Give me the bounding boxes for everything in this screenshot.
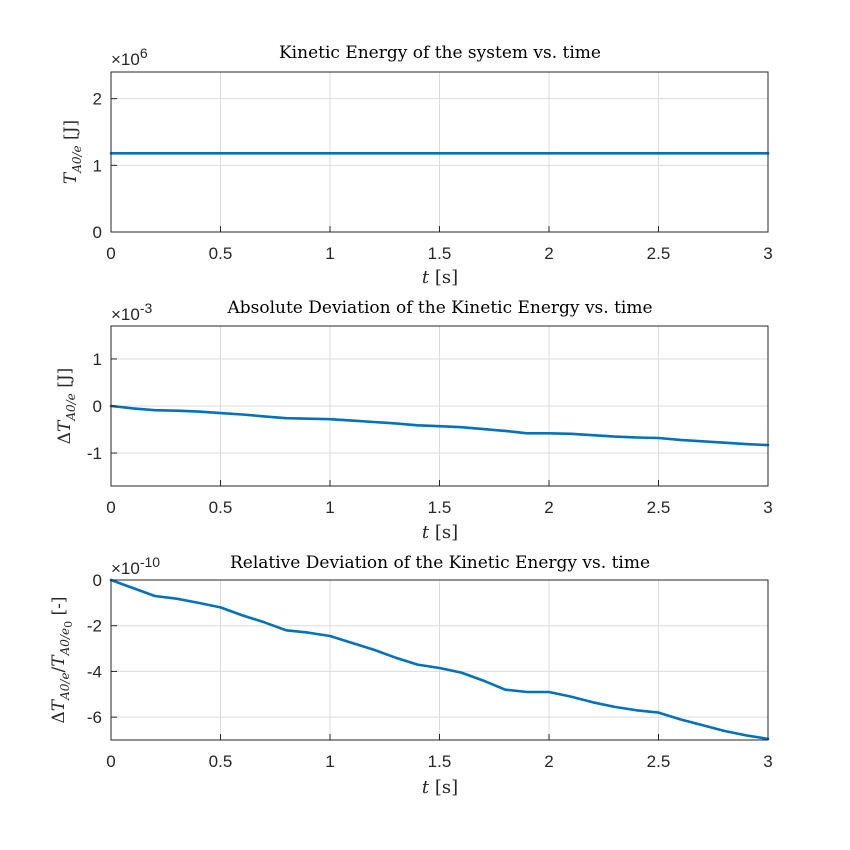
x-tick-label: 0 [106, 752, 115, 771]
x-tick-label: 1.5 [428, 244, 452, 263]
y-tick-labels: 0 -2 -4 -6 [87, 571, 117, 727]
panel-relative-deviation: 0 -2 -4 -6 0 0.5 1 1.5 2 2.5 3 Relative Deviation… [49, 553, 773, 798]
chart-title: Absolute Deviation of the Kinetic Energy… [226, 298, 652, 318]
x-axis-label: t [s] [422, 522, 458, 543]
x-tick-labels: 0 0.5 1 1.5 2 2.5 3 [106, 226, 773, 263]
series-line [109, 404, 770, 447]
y-tick-labels: 0 1 2 [93, 90, 117, 242]
exponent-label: ×106 [111, 45, 148, 69]
exponent-base: ×10 [111, 559, 140, 578]
x-tick-label: 3 [763, 752, 772, 771]
x-tick-label: 0 [106, 498, 115, 517]
x-tick-label: 0.5 [209, 752, 233, 771]
y-tick-label: -4 [87, 662, 102, 681]
x-tick-label: 2 [544, 498, 553, 517]
x-axis-label: t [s] [422, 777, 458, 798]
chart-title: Relative Deviation of the Kinetic Energy… [230, 553, 650, 573]
x-tick-label: 1 [325, 498, 334, 517]
x-tick-label: 2.5 [647, 498, 671, 517]
panel-kinetic-energy: 0 1 2 0 0.5 1 1.5 2 2.5 3 Kinetic Energy of the … [61, 43, 773, 288]
chart-title: Kinetic Energy of the system vs. time [279, 43, 601, 63]
x-tick-labels: 0 0.5 1 1.5 2 2.5 3 [106, 480, 773, 517]
y-tick-label: -6 [87, 708, 102, 727]
exponent-base: ×10 [111, 50, 140, 69]
y-tick-label: -1 [87, 444, 102, 463]
x-tick-label: 0.5 [209, 498, 233, 517]
y-tick-labels: -1 0 1 [87, 350, 117, 463]
x-tick-label: 2 [544, 244, 553, 263]
x-axis-label: t [s] [422, 267, 458, 288]
exponent-power: -3 [140, 300, 153, 316]
exponent-label: ×10-10 [111, 554, 160, 578]
y-tick-label: 2 [93, 90, 102, 109]
exponent-label: ×10-3 [111, 300, 153, 324]
grid [110, 326, 769, 486]
x-tick-labels: 0 0.5 1 1.5 2 2.5 3 [106, 734, 773, 771]
y-tick-label: 0 [93, 571, 102, 590]
x-tick-label: 0 [106, 244, 115, 263]
y-tick-label: -2 [87, 617, 102, 636]
x-tick-label: 2.5 [647, 752, 671, 771]
y-tick-label: 0 [93, 397, 102, 416]
x-tick-label: 2.5 [647, 244, 671, 263]
panel-absolute-deviation: -1 0 1 0 0.5 1 1.5 2 2.5 3 Absolute Deviation of… [55, 298, 773, 543]
exponent-power: 6 [140, 45, 148, 61]
series-line [109, 578, 770, 741]
x-tick-label: 1 [325, 752, 334, 771]
y-axis-label: TA0/e [J] [61, 120, 84, 184]
y-tick-label: 1 [93, 350, 102, 369]
y-tick-label: 1 [93, 156, 102, 175]
y-axis-label: ΔTA0/e/TA0/e0 [-] [49, 596, 75, 723]
y-tick-label: 0 [93, 223, 102, 242]
exponent-power: -10 [140, 554, 160, 570]
x-tick-label: 2 [544, 752, 553, 771]
x-tick-label: 3 [763, 498, 772, 517]
y-axis-label: ΔTA0/e [J] [55, 368, 78, 445]
x-tick-label: 0.5 [209, 244, 233, 263]
x-tick-label: 1 [325, 244, 334, 263]
x-tick-label: 1.5 [428, 498, 452, 517]
exponent-base: ×10 [111, 305, 140, 324]
x-tick-label: 1.5 [428, 752, 452, 771]
x-tick-label: 3 [763, 244, 772, 263]
